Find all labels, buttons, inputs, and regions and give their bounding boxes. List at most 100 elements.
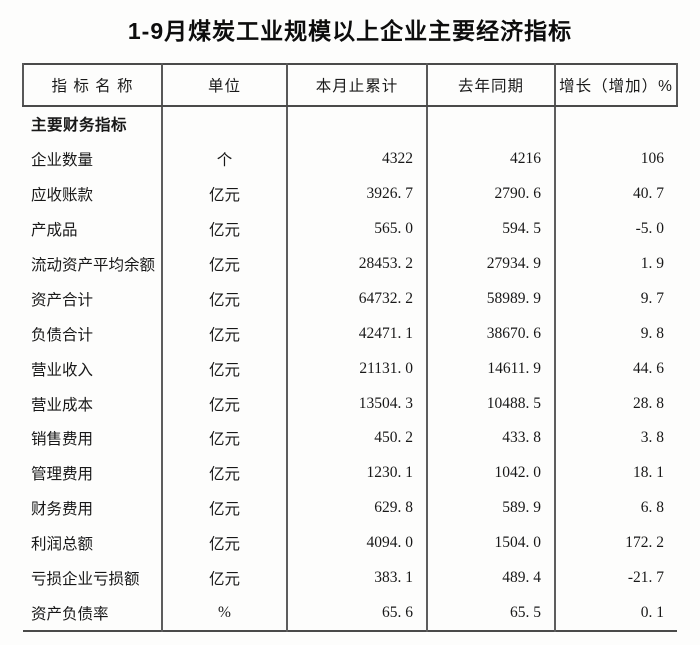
table-row: 亏损企业亏损额 亿元 383. 1 489. 4 -21. 7 (23, 560, 677, 596)
table-row: 应收账款 亿元 3926. 7 2790. 6 40. 7 (23, 176, 677, 212)
last-year-value-cell: 489. 4 (426, 560, 555, 596)
table-row: 管理费用 亿元 1230. 1 1042. 0 18. 1 (23, 455, 677, 491)
header-last-year-same-period: 去年同期 (426, 64, 556, 107)
indicator-name-cell: 流动资产平均余额 (31, 257, 156, 274)
indicator-name-cell: 负债合计 (31, 326, 94, 344)
current-value-cell: 4322 (286, 141, 427, 177)
table-header-row: 指 标 名 称 单位 本月止累计 去年同期 增长（增加）% (22, 64, 678, 107)
unit-cell: 个 (161, 141, 287, 177)
current-value-cell: 450. 2 (286, 421, 427, 456)
last-year-value-cell: 1042. 0 (426, 455, 555, 491)
growth-value-cell: 106 (554, 141, 677, 177)
table-body: 主要财务指标 企业数量个 4322 4216 106 应收账款 亿元 3926. 7 2790.… (23, 106, 677, 632)
indicator-name-cell: 产成品 (31, 222, 78, 240)
current-value-cell: 1230. 1 (286, 455, 427, 491)
section-header-row: 主要财务指标 (23, 106, 677, 142)
last-year-value-cell: 2790. 6 (426, 176, 555, 212)
header-growth-percent: 增长（增加）% (554, 64, 678, 107)
unit-cell: 亿元 (161, 386, 287, 422)
unit-cell: 亿元 (161, 351, 287, 387)
growth-value-cell: 172. 2 (554, 525, 677, 561)
table-row: 利润总额 亿元 4094. 0 1504. 0 172. 2 (23, 525, 677, 561)
current-value-cell: 64732. 2 (286, 281, 427, 317)
growth-value-cell: 40. 7 (554, 176, 677, 212)
unit-cell: 亿元 (161, 211, 287, 247)
economic-indicators-table: 指 标 名 称 单位 本月止累计 去年同期 增长（增加）% 主要财务指标 企业数量… (22, 63, 678, 633)
growth-value-cell: 1. 9 (554, 246, 677, 282)
table-row: 营业收入 亿元 21131. 0 14611. 9 44. 6 (23, 351, 677, 387)
header-unit: 单位 (161, 64, 288, 107)
header-current-cumulative: 本月止累计 (286, 64, 428, 107)
last-year-value-cell: 1504. 0 (426, 525, 555, 561)
unit-cell: 亿元 (161, 525, 287, 561)
table-row: 销售费用 亿元 450. 2 433. 8 3. 8 (23, 421, 677, 456)
last-year-value-cell: 589. 9 (426, 490, 555, 526)
last-year-value-cell: 58989. 9 (426, 281, 555, 317)
last-year-value-cell: 594. 5 (426, 211, 555, 247)
unit-cell: 亿元 (161, 455, 287, 491)
current-value-cell: 65. 6 (286, 595, 427, 632)
indicator-name-cell: 营业成本 (31, 396, 94, 414)
last-year-value-cell: 14611. 9 (426, 351, 555, 387)
table-row: 企业数量 个 4322 4216 106 (23, 141, 677, 177)
table-row: 营业成本 亿元 13504. 3 10488. 5 28. 8 (23, 386, 677, 422)
current-value-cell: 4094. 0 (286, 525, 427, 561)
current-value-cell: 629. 8 (286, 490, 427, 526)
indicator-name-cell: 主要财务指标 (31, 117, 128, 135)
growth-value-cell: 28. 8 (554, 386, 677, 422)
indicator-name-cell: 营业收入 (31, 361, 94, 379)
unit-cell: 亿元 (161, 421, 287, 456)
growth-value-cell: 6. 8 (554, 490, 677, 526)
current-value-cell: 3926. 7 (286, 176, 427, 212)
last-year-value-cell: 4216 (426, 141, 555, 177)
table-row: 产成品 亿元 565. 0 594. 5 -5. 0 (23, 211, 677, 247)
current-value-cell: 28453. 2 (286, 246, 427, 282)
page-title: 1-9月煤炭工业规模以上企业主要经济指标 (127, 18, 573, 44)
indicator-name-cell: 资产负债率 (31, 605, 109, 623)
unit-cell: 亿元 (161, 176, 287, 212)
growth-value-cell: 3. 8 (554, 421, 677, 456)
table-row: 负债合计 亿元 42471. 1 38670. 6 9. 8 (23, 316, 677, 352)
last-year-value-cell: 10488. 5 (426, 386, 555, 422)
unit-cell: % (161, 595, 287, 632)
indicator-name-cell: 企业数量 (31, 152, 94, 170)
unit-cell: 亿元 (161, 246, 287, 282)
table-row: 资产合计 亿元 64732. 2 58989. 9 9. 7 (23, 281, 677, 317)
growth-value-cell: 9. 8 (554, 316, 677, 352)
growth-value-cell: 44. 6 (554, 351, 677, 387)
unit-cell (161, 106, 287, 142)
current-value-cell (286, 106, 427, 142)
growth-value-cell: 0. 1 (554, 595, 677, 632)
indicator-name-cell: 管理费用 (31, 466, 94, 484)
growth-value-cell: 9. 7 (554, 281, 677, 317)
unit-cell: 亿元 (161, 560, 287, 596)
indicator-name-cell: 亏损企业亏损额 (31, 571, 140, 589)
indicator-name-cell: 资产合计 (31, 291, 94, 309)
current-value-cell: 21131. 0 (286, 351, 427, 387)
last-year-value-cell: 38670. 6 (426, 316, 555, 352)
table-row: 资产负债率% 65. 6 65. 5 0. 1 (23, 595, 677, 632)
current-value-cell: 42471. 1 (286, 316, 427, 352)
indicator-name-cell: 销售费用 (31, 431, 94, 449)
table-header: 指 标 名 称 单位 本月止累计 去年同期 增长（增加）% (22, 64, 678, 107)
table-row: 财务费用 亿元 629. 8 589. 9 6. 8 (23, 490, 677, 526)
last-year-value-cell: 27934. 9 (426, 246, 555, 282)
growth-value-cell: -21. 7 (554, 560, 677, 596)
indicator-name-cell: 财务费用 (31, 501, 94, 519)
table-row: 流动资产平均余额 亿元 28453. 2 27934. 9 1. 9 (23, 246, 677, 282)
growth-value-cell: 18. 1 (554, 455, 677, 491)
unit-cell: 亿元 (161, 316, 287, 352)
last-year-value-cell: 433. 8 (426, 421, 555, 456)
growth-value-cell (554, 106, 677, 142)
current-value-cell: 565. 0 (286, 211, 427, 247)
header-indicator-name: 指 标 名 称 (22, 64, 163, 107)
indicator-name-cell: 利润总额 (31, 536, 94, 554)
current-value-cell: 383. 1 (286, 560, 427, 596)
unit-cell: 亿元 (161, 490, 287, 526)
unit-cell: 亿元 (161, 281, 287, 317)
growth-value-cell: -5. 0 (554, 211, 677, 247)
current-value-cell: 13504. 3 (286, 386, 427, 422)
last-year-value-cell (426, 106, 555, 142)
indicator-name-cell: 应收账款 (31, 187, 94, 205)
